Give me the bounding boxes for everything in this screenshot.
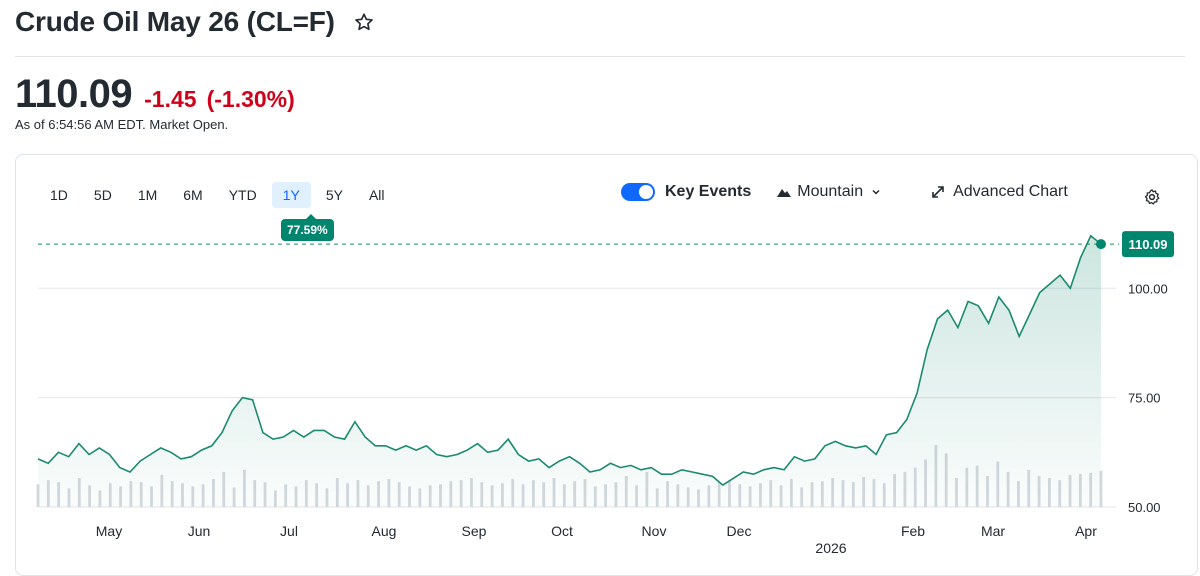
price-change: -1.45 [144,86,197,112]
price-area [38,235,1101,508]
chart-card: 1D 5D 1M 6M YTD 1Y 5Y All 77.59% Key Events Mou… [15,154,1198,576]
key-events-toggle[interactable] [621,183,655,201]
last-price-tag: 110.09 [1122,231,1174,258]
range-all[interactable]: All [368,187,385,203]
gear-icon[interactable] [1143,188,1161,206]
range-1d[interactable]: 1D [50,187,68,203]
last-price-marker [1096,239,1106,250]
x-tick-label: Jul [280,523,298,539]
range-1m[interactable]: 1M [137,187,158,203]
x-tick-label: Aug [372,523,397,539]
y-tick-label: 100.00 [1128,281,1168,296]
x-tick-label: Nov [642,523,667,539]
x-tick-label: Oct [551,523,573,539]
range-ytd[interactable]: YTD [228,187,257,203]
chart-controls: Key Events Mountain Advanced Chart [621,183,1068,201]
advanced-chart-button[interactable]: Advanced Chart [931,183,1068,201]
y-tick-label: 50.00 [1128,500,1161,515]
expand-icon [932,186,944,198]
range-1y[interactable]: 1Y [271,182,311,208]
price-chart[interactable]: 110.09 50.00 75.00 100.00 May Jun Jul Aug Sep O… [16,155,1197,565]
x-tick-label: Sep [462,523,487,539]
page-title: Crude Oil May 26 (CL=F) [15,6,335,37]
chevron-down-icon [872,189,880,195]
x-tick-label: Mar [981,523,1005,539]
range-selector: 1D 5D 1M 6M YTD 1Y 5Y All [39,182,400,208]
advanced-chart-label: Advanced Chart [953,183,1068,200]
x-tick-label: Jun [188,523,211,539]
mountain-icon [777,189,792,197]
range-5d[interactable]: 5D [93,187,112,203]
last-price: 110.09 [15,72,133,116]
x-tick-label: 2026 [815,540,846,556]
toggle-knob [639,185,653,199]
star-icon[interactable] [353,11,375,33]
x-tick-label: Dec [727,523,752,539]
price-change-percent: (-1.30%) [206,86,295,112]
x-tick-label: Feb [901,523,925,539]
y-tick-label: 75.00 [1128,391,1161,406]
range-return-badge: 77.59% [281,214,334,241]
x-tick-label: May [96,523,122,539]
last-price-tag-text: 110.09 [1128,237,1167,252]
header-divider [15,56,1185,57]
quote-price-row: 110.09 -1.45 (-1.30%) [15,72,295,117]
title-row: Crude Oil May 26 (CL=F) [15,6,375,38]
chart-type-dropdown[interactable]: Mountain [777,183,881,201]
range-6m[interactable]: 6M [183,187,203,203]
last-price-tag-bg [1122,231,1174,258]
price-line [37,234,1102,487]
range-5y[interactable]: 5Y [325,187,343,203]
market-time: As of 6:54:56 AM EDT. Market Open. [15,117,229,132]
x-tick-label: Apr [1075,523,1097,539]
chart-type-label: Mountain [797,183,864,200]
key-events-label[interactable]: Key Events [665,183,752,200]
